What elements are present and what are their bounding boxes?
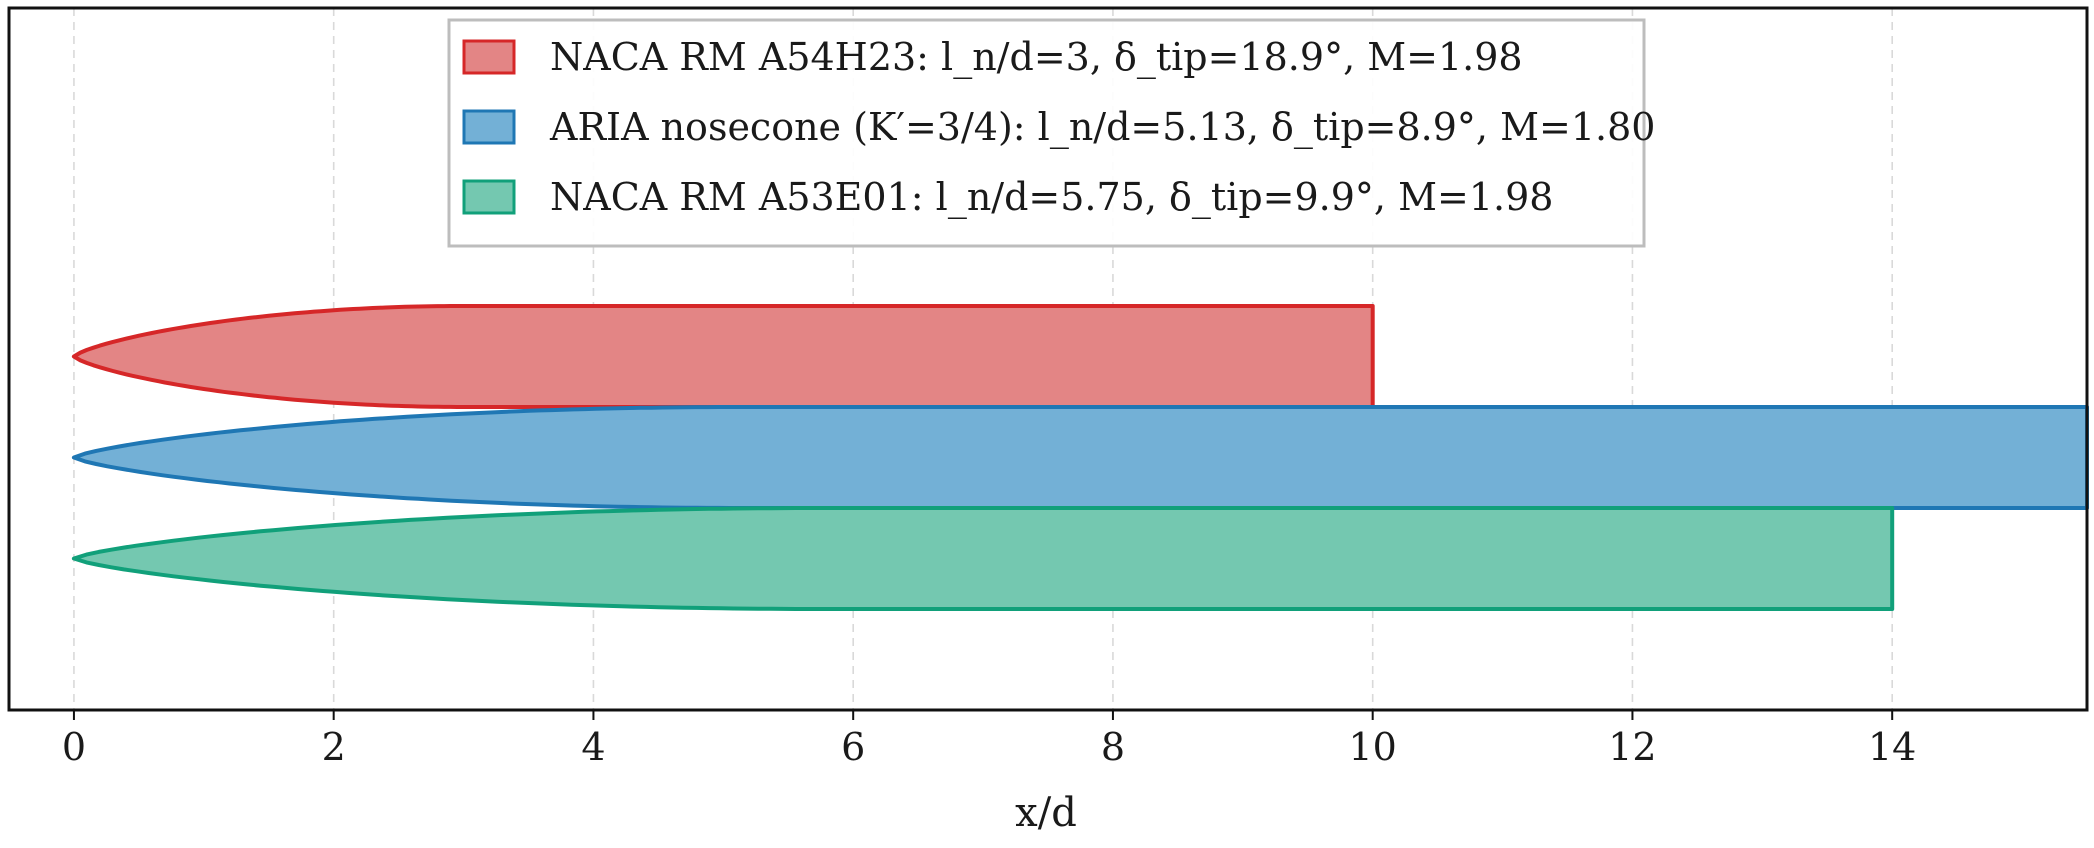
x-tick-label: 14 (1868, 725, 1916, 769)
x-tick-label: 12 (1608, 725, 1656, 769)
x-tick-label: 2 (322, 725, 346, 769)
x-tick-label: 6 (841, 725, 865, 769)
plot-frame (7, 6, 2089, 712)
legend-box (447, 18, 1646, 248)
x-tick-label: 4 (581, 725, 605, 769)
x-tick-label: 10 (1349, 725, 1397, 769)
legend-label: ARIA nosecone (K′=3/4): l_n/d=5.13, δ_ti… (549, 105, 1655, 150)
body-profile-0 (71, 304, 1375, 409)
x-axis-ticks: 0 2 4 6 8 10 12 14 (62, 710, 1916, 769)
legend: NACA RM A54H23: l_n/d=3, δ_tip=18.9°, M=… (447, 18, 1655, 248)
x-axis-label: x/d (1015, 790, 1077, 836)
legend-label: NACA RM A53E01: l_n/d=5.75, δ_tip=9.9°, … (550, 175, 1553, 220)
x-tick-label: 8 (1101, 725, 1125, 769)
body-profile-1 (71, 405, 2089, 510)
body-profile-2 (71, 506, 1895, 611)
legend-label: NACA RM A54H23: l_n/d=3, δ_tip=18.9°, M=… (550, 35, 1523, 80)
legend-swatch (462, 179, 516, 215)
nosecone-bodies (71, 304, 2089, 611)
legend-swatch (462, 109, 516, 145)
x-tick-label: 0 (62, 725, 86, 769)
legend-swatch (462, 39, 516, 75)
